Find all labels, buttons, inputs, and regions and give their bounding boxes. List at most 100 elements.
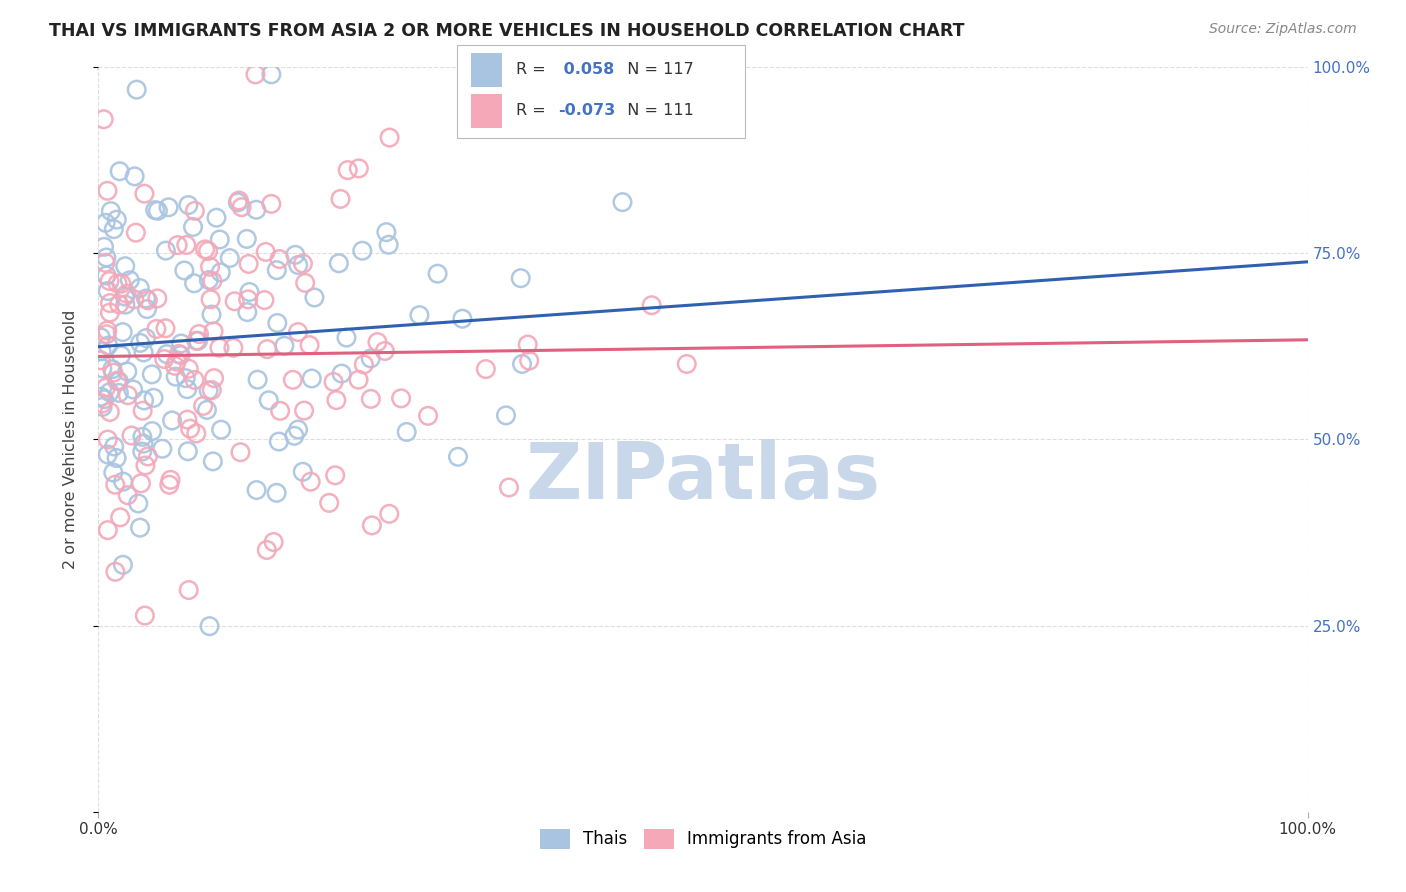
Point [209, 423, 232, 437]
Point [150, 442, 173, 456]
Point [287, 258, 309, 272]
Point [475, 362, 498, 376]
Point [170, 348, 193, 362]
Point [141, 424, 163, 438]
Point [96, 251, 118, 265]
Point [209, 265, 232, 279]
Point [134, 458, 156, 473]
Point [104, 477, 127, 491]
Point [124, 169, 146, 184]
Point [498, 480, 520, 494]
Point [253, 293, 276, 307]
Point [132, 345, 155, 359]
Point [94, 381, 117, 395]
Point [91, 361, 114, 376]
Point [208, 341, 231, 355]
Point [426, 267, 449, 281]
Point [91, 400, 114, 414]
Point [135, 331, 157, 345]
Point [142, 391, 165, 405]
Y-axis label: 2 or more Vehicles in Household: 2 or more Vehicles in Household [63, 310, 77, 569]
Point [160, 413, 183, 427]
Point [322, 375, 344, 389]
Point [136, 301, 159, 316]
Point [201, 274, 224, 288]
Point [129, 521, 152, 535]
Point [292, 403, 315, 417]
Point [257, 393, 280, 408]
Point [163, 359, 186, 373]
Point [218, 251, 240, 265]
Point [260, 197, 283, 211]
Point [114, 259, 136, 273]
Point [159, 473, 181, 487]
Point [284, 248, 307, 262]
Point [361, 518, 384, 533]
Point [177, 444, 200, 458]
Point [378, 507, 401, 521]
Point [105, 374, 128, 388]
Point [374, 343, 396, 358]
Point [96, 323, 118, 337]
Point [134, 608, 156, 623]
Point [256, 342, 278, 356]
Point [360, 351, 382, 366]
Point [135, 292, 157, 306]
Point [132, 436, 155, 450]
Point [90, 330, 112, 344]
Point [516, 337, 538, 351]
Point [231, 200, 253, 214]
Point [117, 388, 139, 402]
Point [173, 263, 195, 277]
Point [266, 263, 288, 277]
Point [131, 403, 153, 417]
Point [517, 353, 540, 368]
Point [124, 293, 146, 307]
Point [93, 112, 115, 127]
Point [93, 392, 115, 407]
Point [114, 298, 136, 312]
Point [105, 450, 128, 465]
Point [246, 373, 269, 387]
Point [283, 429, 305, 443]
Point [98, 385, 121, 400]
Point [198, 619, 221, 633]
Text: ZIPatlas: ZIPatlas [526, 439, 880, 515]
Point [167, 347, 190, 361]
Point [101, 362, 124, 376]
Point [330, 367, 353, 381]
Point [377, 237, 399, 252]
Point [145, 322, 167, 336]
Point [125, 226, 148, 240]
Point [103, 466, 125, 480]
Point [176, 238, 198, 252]
Point [96, 184, 118, 198]
Point [155, 244, 177, 258]
Point [187, 334, 209, 348]
Point [165, 369, 187, 384]
Point [395, 425, 418, 439]
Point [103, 366, 125, 380]
Point [157, 200, 180, 214]
Point [170, 336, 193, 351]
Point [156, 347, 179, 361]
Point [281, 373, 304, 387]
Point [266, 316, 288, 330]
Point [378, 130, 401, 145]
Point [299, 475, 322, 489]
Point [107, 277, 129, 291]
Point [104, 565, 127, 579]
Point [298, 338, 321, 352]
Point [176, 412, 198, 426]
Point [100, 204, 122, 219]
Point [200, 293, 222, 307]
Point [447, 450, 470, 464]
Point [416, 409, 439, 423]
Point [97, 448, 120, 462]
Point [155, 321, 177, 335]
Point [245, 202, 267, 217]
Point [129, 476, 152, 491]
Point [451, 311, 474, 326]
Point [131, 430, 153, 444]
Point [94, 216, 117, 230]
